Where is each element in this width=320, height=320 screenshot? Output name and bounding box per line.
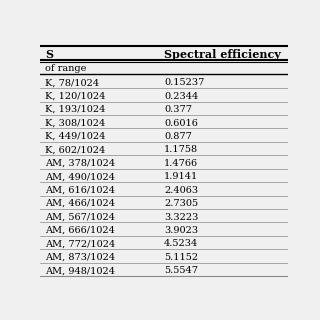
Text: K, 120/1024: K, 120/1024	[45, 92, 105, 101]
Text: 5.1152: 5.1152	[164, 253, 198, 262]
Text: 0.6016: 0.6016	[164, 118, 198, 127]
Text: AM, 772/1024: AM, 772/1024	[45, 239, 115, 248]
Text: 0.2344: 0.2344	[164, 92, 198, 101]
Text: of range: of range	[45, 64, 86, 73]
Text: AM, 378/1024: AM, 378/1024	[45, 159, 115, 168]
Text: 0.877: 0.877	[164, 132, 192, 141]
Text: 0.377: 0.377	[164, 105, 192, 114]
Text: AM, 567/1024: AM, 567/1024	[45, 212, 115, 221]
Text: AM, 666/1024: AM, 666/1024	[45, 226, 115, 235]
Text: AM, 490/1024: AM, 490/1024	[45, 172, 115, 181]
Text: AM, 616/1024: AM, 616/1024	[45, 186, 115, 195]
Text: S: S	[45, 49, 53, 60]
Text: 1.1758: 1.1758	[164, 145, 198, 154]
Text: AM, 873/1024: AM, 873/1024	[45, 253, 115, 262]
Text: AM, 466/1024: AM, 466/1024	[45, 199, 115, 208]
Text: 3.9023: 3.9023	[164, 226, 198, 235]
Text: 4.5234: 4.5234	[164, 239, 198, 248]
Text: K, 193/1024: K, 193/1024	[45, 105, 105, 114]
Text: K, 602/1024: K, 602/1024	[45, 145, 105, 154]
Text: 1.4766: 1.4766	[164, 159, 198, 168]
Text: AM, 948/1024: AM, 948/1024	[45, 266, 115, 275]
Text: 3.3223: 3.3223	[164, 212, 198, 221]
Text: 2.7305: 2.7305	[164, 199, 198, 208]
Text: 2.4063: 2.4063	[164, 186, 198, 195]
Text: K, 449/1024: K, 449/1024	[45, 132, 105, 141]
Text: 1.9141: 1.9141	[164, 172, 198, 181]
Text: 5.5547: 5.5547	[164, 266, 198, 275]
Text: K, 78/1024: K, 78/1024	[45, 78, 99, 87]
Text: 0.15237: 0.15237	[164, 78, 204, 87]
Text: K, 308/1024: K, 308/1024	[45, 118, 105, 127]
Text: Spectral efficiency: Spectral efficiency	[164, 49, 281, 60]
